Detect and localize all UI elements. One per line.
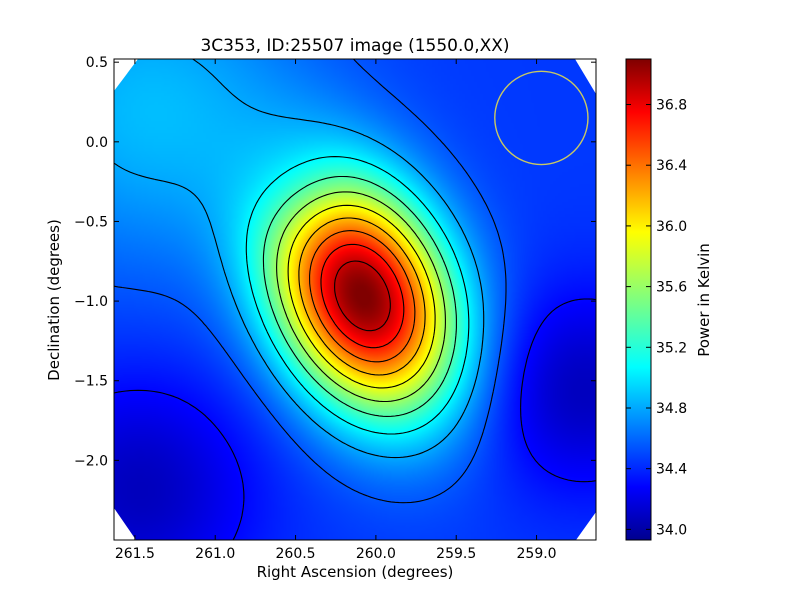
- y-tick-label: −2.0: [74, 453, 108, 469]
- x-tick-label: 259.0: [517, 546, 557, 562]
- x-axis-label: Right Ascension (degrees): [257, 563, 454, 581]
- contour-line: [287, 204, 436, 389]
- beam-circle: [494, 70, 589, 166]
- contour-line: [309, 230, 416, 363]
- x-tick-label: 260.0: [356, 546, 396, 562]
- x-axis-ticks: 261.5 261.0 260.5 260.0 259.5 259.0: [115, 59, 557, 562]
- y-axis-label: Declination (degrees): [45, 219, 63, 381]
- colorbar-tick-label: 35.2: [656, 340, 687, 356]
- x-tick-label: 259.5: [436, 546, 476, 562]
- contour-line: [114, 59, 507, 504]
- contour-line: [114, 298, 596, 540]
- y-tick-label: 0.0: [86, 135, 108, 151]
- plot-area: 261.5 261.0 260.5 260.0 259.5 259.0 0.5 0.0 −0.…: [74, 55, 597, 562]
- colorbar-tick-label: 34.0: [656, 522, 687, 538]
- y-tick-label: −1.5: [74, 374, 108, 390]
- contour-line: [245, 156, 470, 435]
- colorbar-tick-label: 36.0: [656, 219, 687, 235]
- colorbar-tick-label: 34.8: [656, 401, 687, 417]
- contour-lines: [114, 59, 596, 540]
- colorbar-tick-label: 35.6: [656, 280, 687, 296]
- contour-line: [334, 260, 391, 332]
- x-tick-label: 260.5: [276, 546, 316, 562]
- colorbar: 34.0 34.4 34.8 35.2 35.6 36.0 36.4 36.8 Power i…: [625, 58, 713, 541]
- colorbar-ticks: 34.0 34.4 34.8 35.2 35.6 36.0 36.4 36.8: [626, 98, 687, 538]
- x-tick-label: 261.5: [115, 546, 155, 562]
- contour-line: [320, 243, 405, 349]
- colorbar-tick-label: 36.4: [656, 158, 687, 174]
- colorbar-label: Power in Kelvin: [695, 243, 713, 357]
- colorbar-tick-label: 34.4: [656, 462, 687, 478]
- y-tick-label: −1.0: [74, 294, 108, 310]
- contour-line: [262, 175, 457, 417]
- colorbar-tick-label: 36.8: [656, 98, 687, 114]
- contour-line: [114, 59, 485, 459]
- chart-title: 3C353, ID:25507 image (1550.0,XX): [200, 36, 509, 56]
- plot-frame: [113, 58, 597, 541]
- heatmap-image: [114, 59, 596, 540]
- colorbar-gradient: [625, 58, 652, 541]
- x-tick-label: 261.0: [195, 546, 235, 562]
- corner-masks: [114, 59, 596, 540]
- y-axis-ticks: 0.5 0.0 −0.5 −1.0 −1.5 −2.0: [74, 55, 596, 469]
- contour-line: [298, 217, 426, 376]
- contour-line: [276, 191, 446, 403]
- y-tick-label: −0.5: [74, 214, 108, 230]
- y-tick-label: 0.5: [86, 55, 108, 71]
